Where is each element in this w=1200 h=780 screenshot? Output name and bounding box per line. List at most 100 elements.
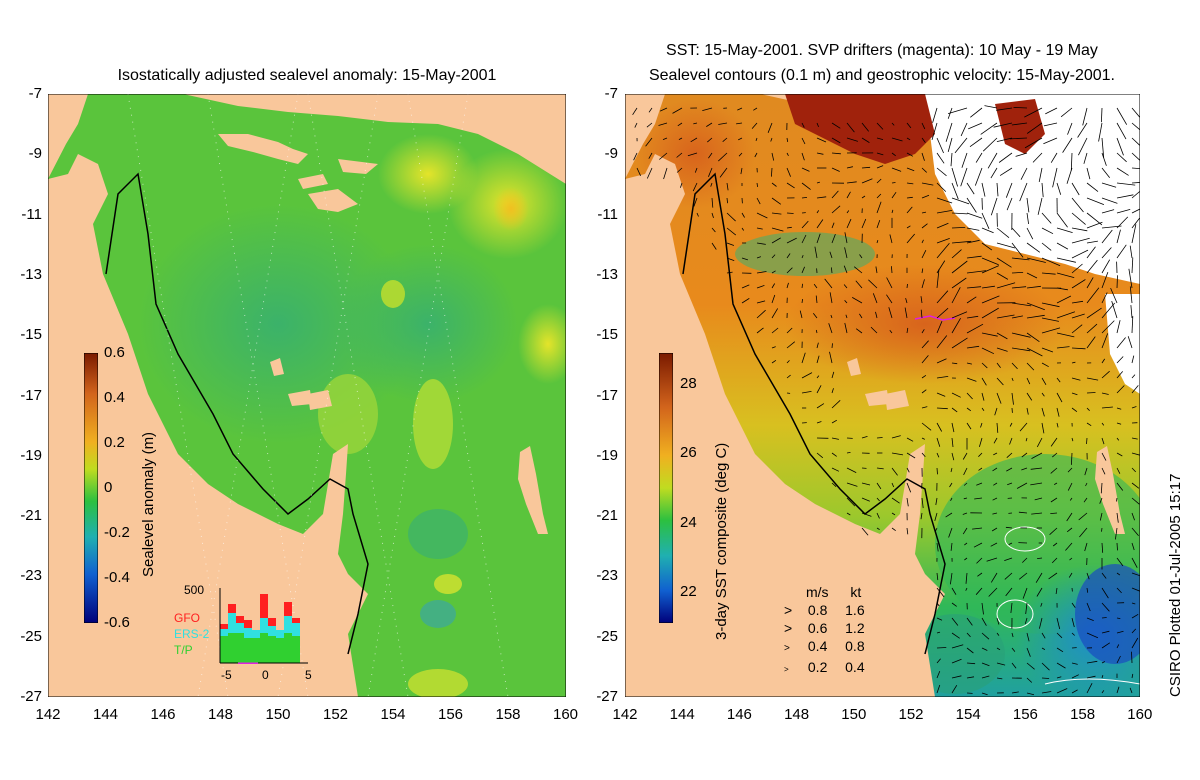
velocity-vector (976, 482, 983, 486)
velocity-vector (965, 572, 968, 584)
velocity-vector (1101, 587, 1109, 599)
velocity-vector (855, 328, 863, 334)
velocity-vector (1056, 688, 1068, 694)
velocity-vector (1056, 662, 1066, 669)
velocity-vector (853, 266, 863, 274)
velocity-vector (891, 527, 896, 532)
velocity-vector (950, 152, 953, 167)
velocity-vector (981, 295, 1000, 304)
velocity-vector (1116, 356, 1124, 364)
velocity-vector (1056, 257, 1076, 263)
velocity-vector (921, 406, 928, 409)
velocity-vector (974, 167, 983, 186)
velocity-vector (987, 152, 998, 169)
velocity-vector (966, 239, 980, 244)
velocity-vector (1011, 662, 1017, 669)
velocity-vector (996, 182, 999, 197)
velocity-vector (988, 587, 998, 597)
velocity-vector (1067, 482, 1073, 491)
velocity-vector (632, 107, 638, 116)
velocity-vector (951, 684, 958, 694)
velocity-vector (786, 152, 789, 156)
velocity-vector (1131, 613, 1139, 619)
australia-coast (48, 154, 368, 697)
velocity-vector (981, 227, 994, 234)
latitude-tick: -27 (596, 688, 618, 705)
velocity-vector (876, 152, 884, 156)
velocity-vector (966, 255, 982, 259)
sst-colorbar-tick: 22 (680, 582, 697, 600)
velocity-vector (921, 250, 927, 259)
latitude-tick: -23 (596, 567, 618, 585)
velocity-vector (801, 255, 804, 259)
velocity-vector (801, 197, 808, 199)
velocity-vector (951, 277, 967, 289)
velocity-vector (1086, 675, 1096, 679)
velocity-vector (1050, 512, 1058, 514)
velocity-vector (771, 182, 777, 187)
velocity-vector (831, 222, 835, 229)
velocity-vector (816, 210, 820, 214)
velocity-vector (801, 137, 806, 145)
velocity-vector (753, 107, 758, 111)
velocity-vector (921, 182, 934, 186)
velocity-vector (861, 122, 870, 132)
velocity-vector (1019, 182, 1028, 202)
velocity-vector (993, 122, 1013, 128)
velocity-vector (921, 211, 927, 214)
geostrophic-velocity-vectors (632, 105, 1140, 696)
velocity-vector (906, 233, 916, 244)
velocity-vector (936, 658, 941, 664)
velocity-vector (936, 335, 948, 349)
velocity-vector (1071, 689, 1078, 694)
velocity-vector (891, 435, 901, 439)
velocity-vector (1041, 377, 1047, 386)
velocity-vector (751, 122, 758, 129)
velocity-vector (1110, 287, 1118, 304)
velocity-vector (1024, 617, 1028, 625)
velocity-vector (990, 542, 998, 547)
velocity-vector (771, 237, 781, 244)
velocity-vector (1086, 336, 1096, 349)
velocity-vector (1131, 467, 1136, 473)
velocity-vector (936, 307, 949, 319)
velocity-vector (1043, 122, 1058, 127)
velocity-vector (921, 279, 925, 289)
longitude-tick: 160 (552, 706, 579, 723)
velocity-vector (936, 437, 941, 447)
velocity-vector (1086, 437, 1088, 445)
velocity-vector (981, 285, 995, 289)
velocity-vector (816, 421, 822, 424)
longitude-tick: 142 (612, 706, 638, 723)
velocity-vector (1116, 497, 1118, 502)
velocity-vector (1041, 677, 1050, 679)
velocity-vector (964, 557, 968, 561)
velocity-vector (1071, 227, 1088, 232)
velocity-vector (975, 152, 983, 163)
velocity-vector (816, 452, 824, 459)
velocity-vector (1026, 392, 1033, 401)
velocity-vector (755, 137, 758, 142)
right-panel-title-line1: SST: 15-May-2001. SVP drifters (magenta)… (666, 42, 1098, 59)
sealevel-anomaly-map (48, 94, 566, 697)
velocity-vector (1101, 358, 1106, 364)
velocity-vector (951, 675, 962, 679)
velocity-vector (921, 268, 924, 274)
velocity-vector (831, 371, 835, 379)
velocity-vector (786, 253, 791, 259)
velocity-vector (1086, 167, 1091, 180)
velocity-vector (829, 351, 833, 364)
velocity-vector (1129, 687, 1133, 694)
velocity-vector (981, 332, 998, 337)
velocity-vector (996, 647, 1001, 651)
velocity-vector (1066, 167, 1073, 184)
velocity-vector (738, 152, 743, 157)
velocity-vector (831, 467, 840, 472)
latitude-tick: -25 (596, 627, 618, 645)
velocity-vector (801, 220, 809, 229)
velocity-vector (1131, 152, 1140, 161)
velocity-vector (990, 197, 998, 216)
velocity-vector (996, 242, 1016, 249)
sst-colorbar (659, 353, 673, 623)
velocity-vector (1025, 602, 1028, 615)
